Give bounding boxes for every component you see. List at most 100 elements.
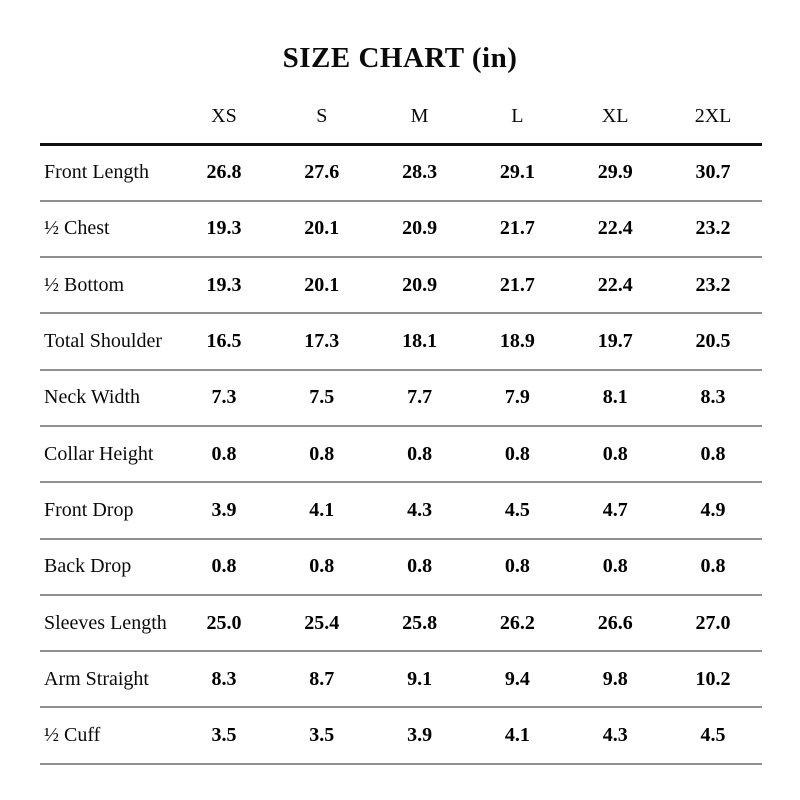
cell-value: 3.9 [175,482,273,540]
size-table-body: Front Length 26.8 27.6 28.3 29.1 29.9 30.7 ½ Ch… [40,144,762,765]
corner-cell [40,90,176,146]
cell-value: 0.8 [175,425,273,484]
size-table-header: XS S M L XL 2XL [40,90,762,146]
cell-value: 7.5 [272,369,371,427]
table-row: Front Drop 3.9 4.1 4.3 4.5 4.7 4.9 [40,482,762,540]
table-row: ½ Cuff 3.5 3.5 3.9 4.1 4.3 4.5 [40,707,762,765]
cell-value: 0.8 [370,425,469,484]
cell-value: 25.8 [370,594,469,653]
column-header-xl: XL [566,90,665,146]
row-label: Neck Width [40,369,176,427]
cell-value: 0.8 [272,538,371,596]
cell-value: 0.8 [175,538,273,596]
row-label: ½ Bottom [40,257,176,315]
column-header-s: S [272,90,371,146]
table-row: Back Drop 0.8 0.8 0.8 0.8 0.8 0.8 [40,538,762,596]
table-row: ½ Bottom 19.3 20.1 20.9 21.7 22.4 23.2 [40,257,762,315]
cell-value: 9.1 [370,651,469,709]
cell-value: 8.1 [566,369,665,427]
table-row: Total Shoulder 16.5 17.3 18.1 18.9 19.7 20.5 [40,313,762,371]
cell-value: 4.1 [468,707,567,765]
cell-value: 3.5 [175,707,273,765]
row-label: ½ Cuff [40,707,176,765]
cell-value: 23.2 [664,257,762,315]
cell-value: 29.1 [468,144,567,202]
cell-value: 4.3 [566,707,665,765]
cell-value: 27.6 [272,144,371,202]
cell-value: 8.3 [175,651,273,709]
cell-value: 10.2 [664,651,762,709]
cell-value: 20.9 [370,200,469,259]
column-header-2xl: 2XL [664,90,762,146]
cell-value: 7.3 [175,369,273,427]
cell-value: 7.9 [468,369,567,427]
column-header-xs: XS [175,90,273,146]
cell-value: 9.8 [566,651,665,709]
row-label: ½ Chest [40,200,176,259]
cell-value: 17.3 [272,313,371,371]
cell-value: 20.1 [272,200,371,259]
cell-value: 20.5 [664,313,762,371]
cell-value: 22.4 [566,200,665,259]
cell-value: 8.7 [272,651,371,709]
row-label: Back Drop [40,538,176,596]
cell-value: 16.5 [175,313,273,371]
cell-value: 4.3 [370,482,469,540]
cell-value: 26.6 [566,594,665,653]
cell-value: 9.4 [468,651,567,709]
cell-value: 19.3 [175,257,273,315]
cell-value: 0.8 [566,538,665,596]
row-label: Total Shoulder [40,313,176,371]
cell-value: 0.8 [664,538,762,596]
table-row: Neck Width 7.3 7.5 7.7 7.9 8.1 8.3 [40,369,762,427]
cell-value: 3.5 [272,707,371,765]
cell-value: 18.1 [370,313,469,371]
page-title: SIZE CHART (in) [282,42,518,74]
cell-value: 19.3 [175,200,273,259]
cell-value: 29.9 [566,144,665,202]
cell-value: 4.1 [272,482,371,540]
cell-value: 26.2 [468,594,567,653]
cell-value: 20.9 [370,257,469,315]
cell-value: 8.3 [664,369,762,427]
cell-value: 0.8 [468,538,567,596]
table-row: Front Length 26.8 27.6 28.3 29.1 29.9 30.7 [40,144,762,202]
cell-value: 27.0 [664,594,762,653]
table-row: Sleeves Length 25.0 25.4 25.8 26.2 26.6 27.0 [40,594,762,653]
cell-value: 30.7 [664,144,762,202]
cell-value: 21.7 [468,200,567,259]
row-label: Front Drop [40,482,176,540]
table-row: Collar Height 0.8 0.8 0.8 0.8 0.8 0.8 [40,425,762,484]
cell-value: 0.8 [272,425,371,484]
cell-value: 4.5 [664,707,762,765]
cell-value: 3.9 [370,707,469,765]
row-label: Arm Straight [40,651,176,709]
cell-value: 20.1 [272,257,371,315]
column-header-m: M [370,90,469,146]
cell-value: 4.9 [664,482,762,540]
size-chart-table: XS S M L XL 2XL Front Length 26.8 27.6 28.3 29.1 2… [40,90,762,765]
table-row: ½ Chest 19.3 20.1 20.9 21.7 22.4 23.2 [40,200,762,259]
row-label: Front Length [40,144,176,202]
cell-value: 18.9 [468,313,567,371]
cell-value: 4.7 [566,482,665,540]
cell-value: 21.7 [468,257,567,315]
table-row: Arm Straight 8.3 8.7 9.1 9.4 9.8 10.2 [40,651,762,709]
cell-value: 26.8 [175,144,273,202]
cell-value: 4.5 [468,482,567,540]
cell-value: 0.8 [468,425,567,484]
cell-value: 25.0 [175,594,273,653]
cell-value: 7.7 [370,369,469,427]
cell-value: 0.8 [370,538,469,596]
row-label: Sleeves Length [40,594,176,653]
row-label: Collar Height [40,425,176,484]
cell-value: 28.3 [370,144,469,202]
size-table-header-row: XS S M L XL 2XL [40,90,762,146]
cell-value: 22.4 [566,257,665,315]
cell-value: 0.8 [664,425,762,484]
cell-value: 19.7 [566,313,665,371]
column-header-l: L [468,90,567,146]
cell-value: 23.2 [664,200,762,259]
cell-value: 25.4 [272,594,371,653]
